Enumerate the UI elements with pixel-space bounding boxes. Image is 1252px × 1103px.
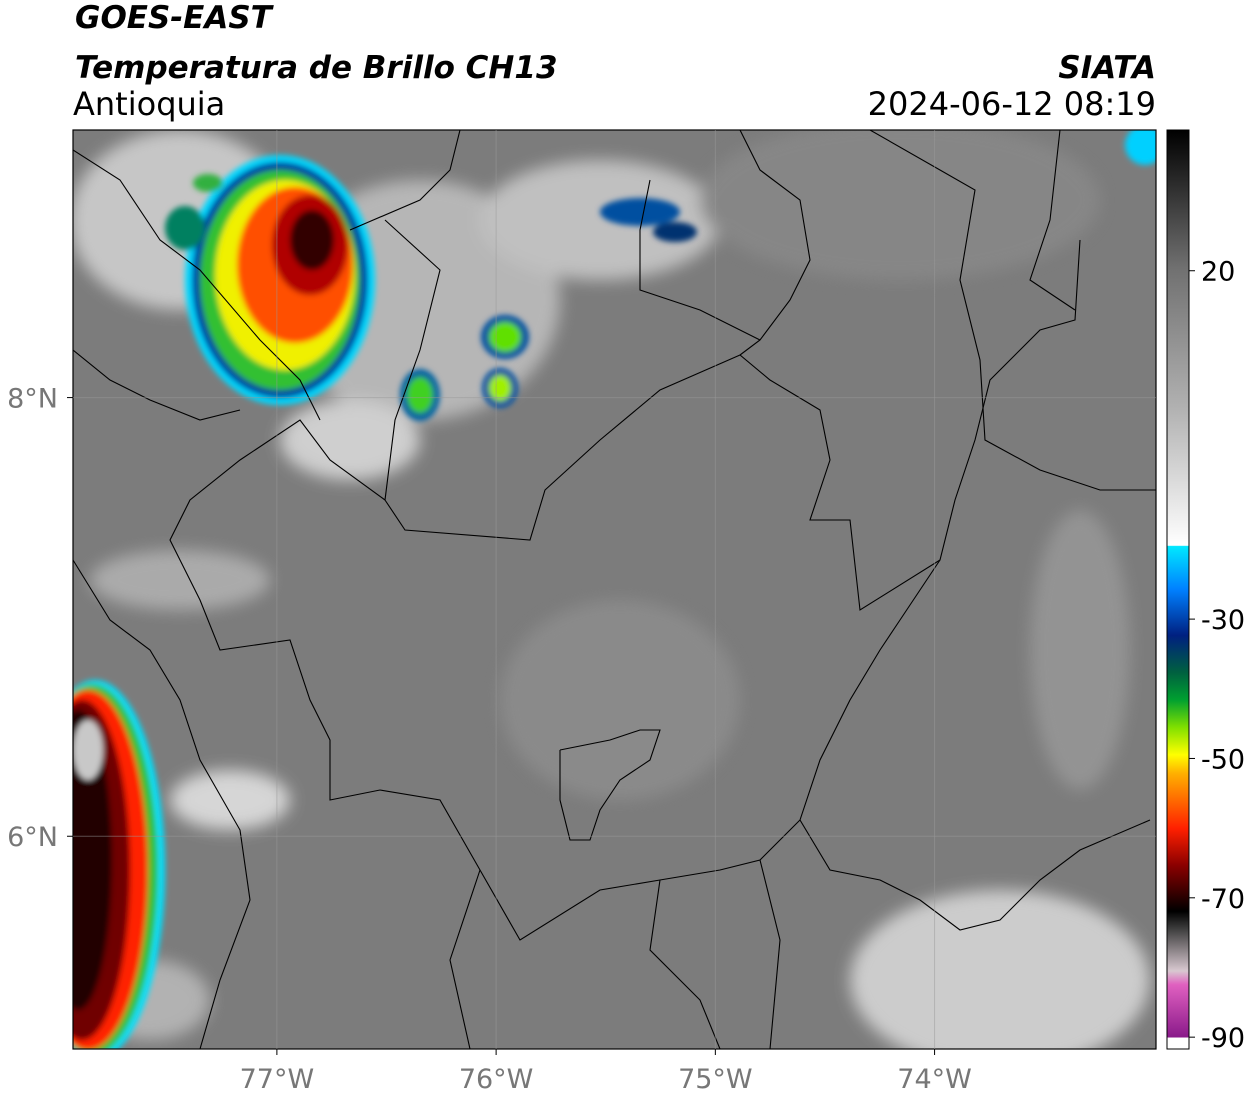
colorbar-tick-label: -30 xyxy=(1201,605,1245,636)
x-tick-label: 75°W xyxy=(678,1064,753,1095)
map-frame xyxy=(72,129,1157,1050)
y-tick-label: 8°N xyxy=(7,384,58,415)
region: Antioquia xyxy=(73,85,225,123)
timestamp: 2024-06-12 08:19 xyxy=(868,85,1156,123)
colorbar-frame xyxy=(1166,129,1190,1050)
subtitle: Temperatura de Brillo CH13 xyxy=(75,50,558,86)
x-tick-label: 76°W xyxy=(459,1064,534,1095)
map-ticks: 77°W 76°W 75°W 74°W 6°N 8°N xyxy=(7,384,972,1095)
colorbar-tick-label: -70 xyxy=(1201,884,1245,915)
x-tick-label: 77°W xyxy=(240,1064,315,1095)
colorbar xyxy=(1167,130,1189,1049)
y-tick-label: 6°N xyxy=(7,822,58,853)
colorbar-tick-label: -90 xyxy=(1201,1023,1245,1054)
colorbar-ticks: 20 -30 -50 -70 -90 xyxy=(1189,257,1245,1054)
x-tick-label: 74°W xyxy=(897,1064,972,1095)
graticule xyxy=(73,130,1156,1049)
colorbar-tick-label: 20 xyxy=(1201,257,1235,288)
colorbar-tick-label: -50 xyxy=(1201,744,1245,775)
map-image xyxy=(73,130,1156,1049)
source: SIATA xyxy=(1058,50,1156,86)
title: GOES-EAST xyxy=(75,0,275,36)
